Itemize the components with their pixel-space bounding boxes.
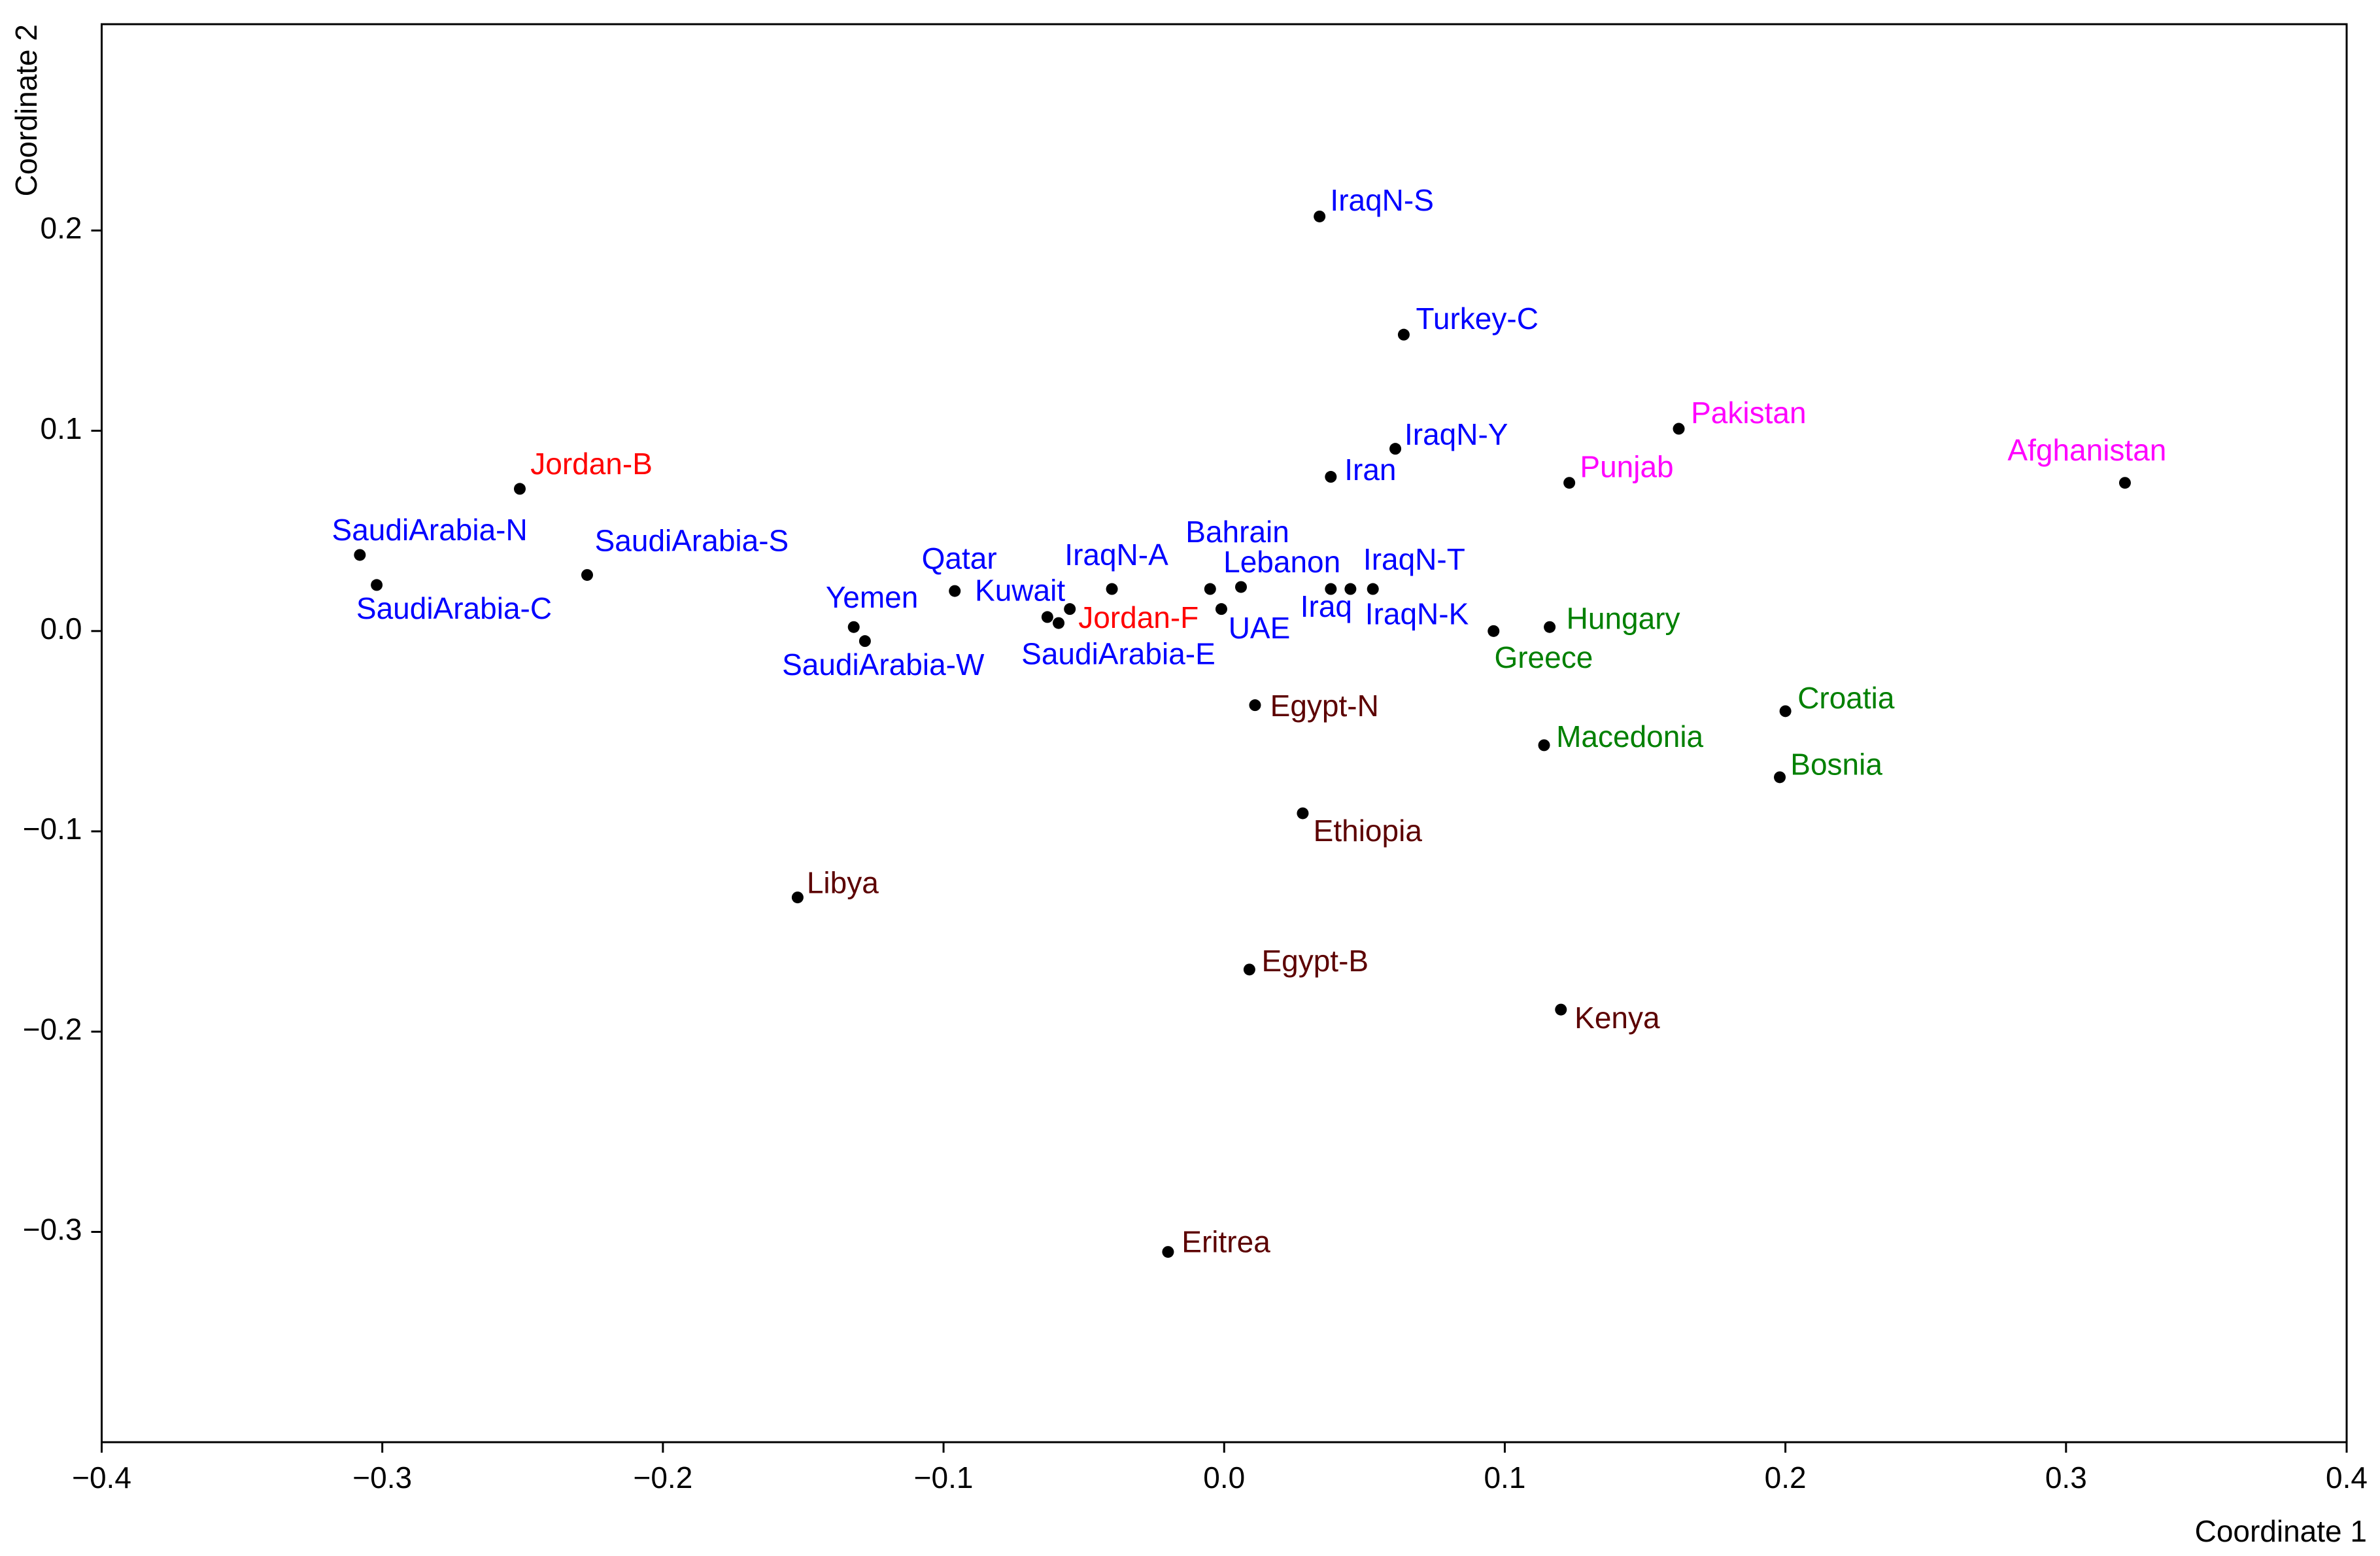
point [1215, 603, 1227, 615]
x-tick-label: 0.0 [1203, 1461, 1245, 1495]
point-label: SaudiArabia-E [1021, 636, 1216, 670]
y-axis-label: Coordinate 2 [9, 24, 43, 196]
point [1563, 477, 1576, 489]
point [791, 891, 804, 904]
point-label: Libya [807, 866, 879, 900]
point-label: Egypt-B [1261, 944, 1368, 978]
point [1779, 705, 1792, 717]
y-tick-label: −0.2 [23, 1012, 82, 1046]
y-tick-label: 0.1 [41, 411, 82, 445]
point [858, 635, 871, 648]
point [1064, 603, 1076, 615]
point [1314, 210, 1326, 222]
point-label: IraqN-A [1064, 538, 1168, 572]
point [1053, 617, 1065, 629]
point-label: Qatar [922, 541, 997, 575]
point-label: Turkey-C [1416, 302, 1538, 336]
point-label: Greece [1494, 640, 1593, 674]
x-tick-label: 0.2 [1765, 1461, 1807, 1495]
point-label: Punjab [1580, 449, 1673, 483]
x-tick-label: −0.3 [352, 1461, 412, 1495]
point-label: IraqN-Y [1404, 417, 1508, 451]
point-label: Kuwait [975, 573, 1065, 607]
point [371, 579, 383, 591]
point-label: IraqN-S [1330, 183, 1433, 217]
point-label: Croatia [1797, 681, 1895, 715]
point-label: Eritrea [1182, 1225, 1270, 1259]
point [1235, 581, 1248, 593]
y-tick-label: 0.0 [41, 612, 82, 646]
y-tick-label: −0.3 [23, 1213, 82, 1247]
point-label: IraqN-T [1363, 542, 1465, 576]
point-label: Jordan-F [1078, 600, 1198, 634]
point [581, 569, 593, 581]
point-label: IraqN-K [1365, 596, 1469, 631]
x-tick-label: 0.4 [2326, 1461, 2368, 1495]
point-label: Kenya [1574, 1001, 1660, 1035]
point [1673, 423, 1685, 435]
point [2118, 477, 2131, 489]
point-label: SaudiArabia-N [332, 513, 528, 547]
point [949, 585, 961, 597]
point [1555, 1003, 1567, 1016]
point-label: Afghanistan [2007, 433, 2166, 467]
point [1106, 583, 1118, 595]
point [1249, 699, 1261, 712]
x-axis-label: Coordinate 1 [2195, 1514, 2367, 1548]
point-label: Ethiopia [1314, 814, 1423, 848]
x-tick-label: −0.2 [633, 1461, 692, 1495]
point [1367, 583, 1379, 595]
point-label: Hungary [1567, 602, 1680, 636]
point [1325, 583, 1337, 595]
point-label: Iraq [1300, 589, 1352, 623]
point [1204, 583, 1216, 595]
point [1243, 963, 1255, 976]
point [1297, 807, 1309, 820]
point [847, 621, 860, 633]
point [513, 483, 526, 495]
point-label: Lebanon [1223, 545, 1340, 579]
point-label: Bahrain [1185, 515, 1289, 549]
x-tick-label: −0.1 [914, 1461, 974, 1495]
point [1041, 611, 1053, 623]
y-tick-label: −0.1 [23, 812, 82, 846]
point-label: Jordan-B [530, 447, 653, 481]
point-label: Iran [1344, 453, 1396, 487]
point [1397, 328, 1410, 341]
point [1538, 739, 1550, 752]
point [1774, 771, 1786, 784]
point-label: Macedonia [1556, 719, 1703, 753]
point-label: SaudiArabia-W [782, 648, 985, 682]
point [354, 549, 366, 561]
point [1162, 1246, 1174, 1258]
point [1389, 443, 1402, 455]
x-tick-label: 0.3 [2045, 1461, 2087, 1495]
point-label: UAE [1229, 611, 1291, 645]
point-label: SaudiArabia-S [595, 523, 789, 557]
point-label: Yemen [826, 580, 919, 614]
x-tick-label: 0.1 [1484, 1461, 1525, 1495]
point [1544, 621, 1556, 633]
point-label: Egypt-N [1270, 689, 1379, 723]
point-label: Bosnia [1790, 747, 1882, 781]
point [1344, 583, 1357, 595]
y-tick-label: 0.2 [41, 211, 82, 245]
point-label: Pakistan [1691, 396, 1806, 430]
point [1325, 471, 1337, 483]
point [1488, 625, 1500, 637]
x-tick-label: −0.4 [72, 1461, 131, 1495]
point-label: SaudiArabia-C [356, 591, 552, 625]
